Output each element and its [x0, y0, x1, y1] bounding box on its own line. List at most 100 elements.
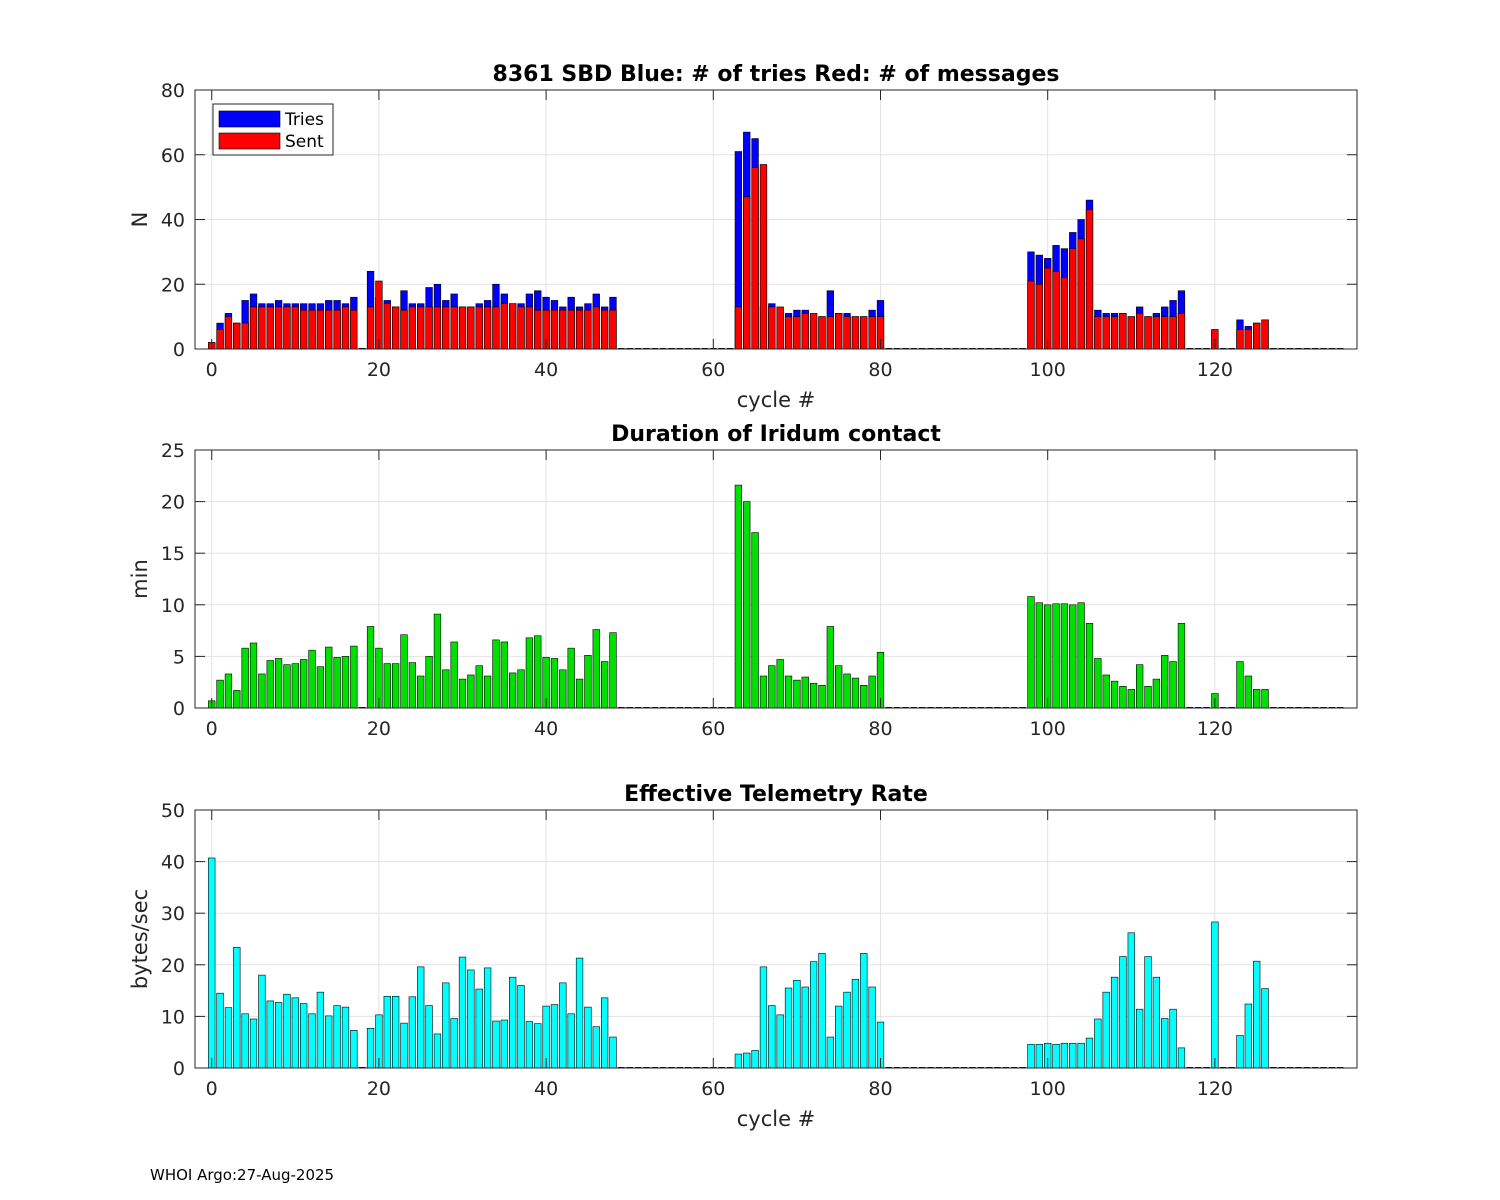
bar [1044, 604, 1052, 709]
bar-sent [224, 316, 233, 350]
bar [492, 1020, 500, 1069]
bar [391, 663, 400, 709]
bar [801, 986, 809, 1069]
bar-sent [868, 316, 876, 350]
bar [609, 1036, 617, 1069]
bar [383, 663, 391, 709]
bar [300, 659, 308, 709]
bar [400, 1022, 408, 1069]
bar [784, 987, 793, 1069]
bar [1060, 1042, 1069, 1069]
bar [1236, 661, 1244, 709]
bar-sent [400, 309, 408, 350]
bar-sent [525, 306, 534, 350]
bar-sent [241, 322, 249, 350]
bar [333, 1005, 341, 1069]
bar [366, 1027, 375, 1069]
bar [575, 957, 584, 1069]
bar [266, 1000, 274, 1069]
bar [1102, 991, 1110, 1069]
y-tick-label: 20 [161, 274, 185, 296]
bar [224, 1007, 233, 1069]
bar [458, 678, 467, 709]
bar [1244, 675, 1252, 709]
bar [868, 986, 876, 1069]
bar [860, 953, 868, 1069]
bar [776, 1014, 784, 1069]
bar-sent [584, 309, 592, 350]
bar [1127, 689, 1135, 709]
bar-sent [249, 306, 258, 350]
bar [835, 665, 843, 709]
x-tick-label: 20 [367, 1078, 391, 1100]
bar [525, 1021, 534, 1069]
bar [316, 666, 325, 709]
bar-sent [316, 309, 325, 350]
bar-sent [1085, 209, 1094, 350]
bar [818, 953, 826, 1069]
x-tick-label: 80 [868, 718, 892, 740]
bar-sent [1127, 316, 1135, 350]
bar-sent [826, 316, 834, 350]
bar [500, 1019, 508, 1069]
bar-sent [350, 309, 358, 350]
x-tick-label: 100 [1030, 1078, 1066, 1100]
bar [433, 613, 442, 709]
bar-sent [851, 316, 860, 350]
bar [383, 995, 391, 1069]
bar-sent [458, 306, 467, 350]
bar [266, 660, 274, 709]
bar-sent [1052, 270, 1060, 350]
bar-sent [1027, 280, 1035, 350]
bar [1027, 1043, 1035, 1069]
bar [475, 665, 483, 709]
bar [316, 991, 325, 1069]
chart-title: 8361 SBD Blue: # of tries Red: # of mess… [493, 62, 1060, 87]
bar [1177, 623, 1186, 709]
bar-sent [517, 306, 525, 350]
bar [216, 992, 224, 1069]
bar-sent [417, 306, 425, 350]
bar [843, 673, 851, 709]
chart-title: Duration of Iridum contact [611, 422, 941, 447]
x-axis-label: cycle # [737, 1107, 816, 1131]
axes-box [194, 809, 1358, 1069]
bar [1085, 1037, 1094, 1069]
bar [600, 997, 609, 1069]
legend-swatch-sent [218, 132, 281, 150]
y-tick-label: 50 [161, 800, 185, 822]
bar [1077, 602, 1085, 709]
bar [1144, 686, 1152, 709]
bar-sent [383, 303, 391, 350]
bar-sent [391, 306, 400, 350]
bar [442, 669, 450, 709]
bar-sent [1069, 248, 1077, 350]
y-tick-label: 40 [161, 210, 185, 232]
bar [283, 664, 291, 709]
bar-sent [308, 309, 316, 350]
bar [517, 985, 525, 1069]
bar [1177, 1047, 1186, 1069]
bar [793, 679, 801, 709]
bar [743, 1052, 751, 1069]
bar-sent [1236, 329, 1244, 350]
bar-sent [1144, 316, 1152, 350]
bar [366, 626, 375, 709]
bar [400, 634, 408, 709]
bar [467, 674, 475, 709]
bar [1102, 674, 1110, 709]
x-tick-label: 0 [206, 1078, 218, 1100]
bar-sent [751, 167, 759, 350]
bar [258, 974, 266, 1069]
bar [249, 1018, 258, 1069]
bar [768, 665, 776, 709]
bar-sent [768, 306, 776, 350]
bar-sent [433, 306, 442, 350]
bar-sent [492, 306, 500, 350]
bar [417, 675, 425, 709]
footer-stamp: WHOI Argo:27-Aug-2025 [150, 1166, 335, 1184]
y-tick-label: 10 [161, 595, 185, 617]
bar [500, 641, 508, 709]
